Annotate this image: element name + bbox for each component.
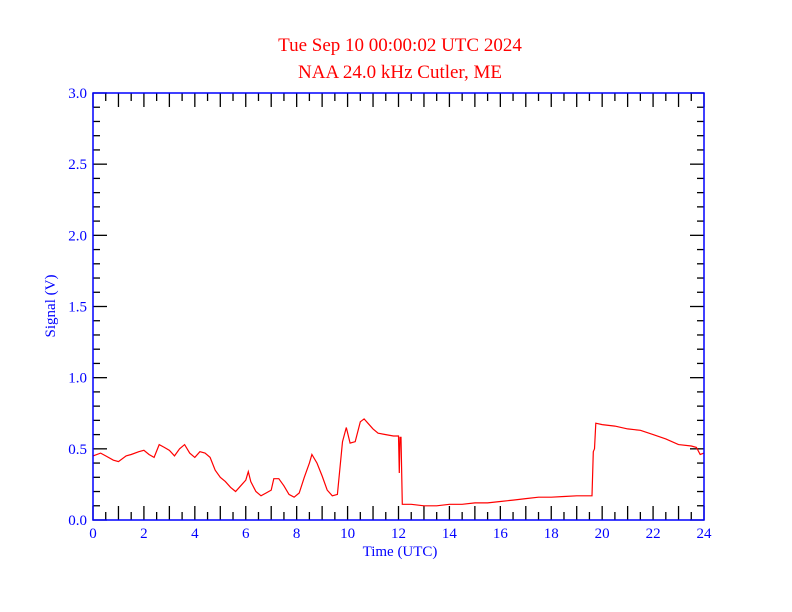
y-tick-label: 2.5 xyxy=(68,157,87,173)
x-tick-label: 6 xyxy=(242,526,250,542)
chart-title: Tue Sep 10 00:00:02 UTC 2024 xyxy=(278,35,522,56)
x-tick-label: 4 xyxy=(191,526,199,542)
signal-series-line xyxy=(92,418,705,507)
x-tick-label: 10 xyxy=(340,526,355,542)
x-tick-label: 0 xyxy=(89,526,97,542)
x-tick-label: 16 xyxy=(493,526,509,542)
chart-subtitle: NAA 24.0 kHz Cutler, ME xyxy=(298,62,502,83)
x-tick-label: 20 xyxy=(595,526,610,542)
y-axis-label: Signal (V) xyxy=(43,275,59,338)
y-tick-labels: 0.0 0.5 1.0 1.5 2.0 2.5 3.0 xyxy=(68,86,87,529)
plot-frame xyxy=(92,92,705,521)
y-tick-label: 3.0 xyxy=(68,86,87,102)
x-axis-label: Time (UTC) xyxy=(363,544,438,560)
tick-marks xyxy=(92,92,705,521)
y-tick-label: 0.5 xyxy=(68,442,87,458)
y-tick-label: 0.0 xyxy=(68,513,87,529)
x-tick-label: 12 xyxy=(391,526,406,542)
x-tick-label: 8 xyxy=(293,526,301,542)
y-tick-label: 1.0 xyxy=(68,371,87,387)
x-tick-label: 18 xyxy=(544,526,559,542)
x-tick-labels: 0 2 4 6 8 10 12 14 16 18 20 22 24 xyxy=(89,526,712,542)
x-tick-label: 22 xyxy=(646,526,661,542)
x-tick-label: 24 xyxy=(697,526,713,542)
x-tick-label: 2 xyxy=(140,526,148,542)
y-tick-label: 2.0 xyxy=(68,228,87,244)
y-tick-label: 1.5 xyxy=(68,300,87,316)
x-tick-label: 14 xyxy=(442,526,458,542)
